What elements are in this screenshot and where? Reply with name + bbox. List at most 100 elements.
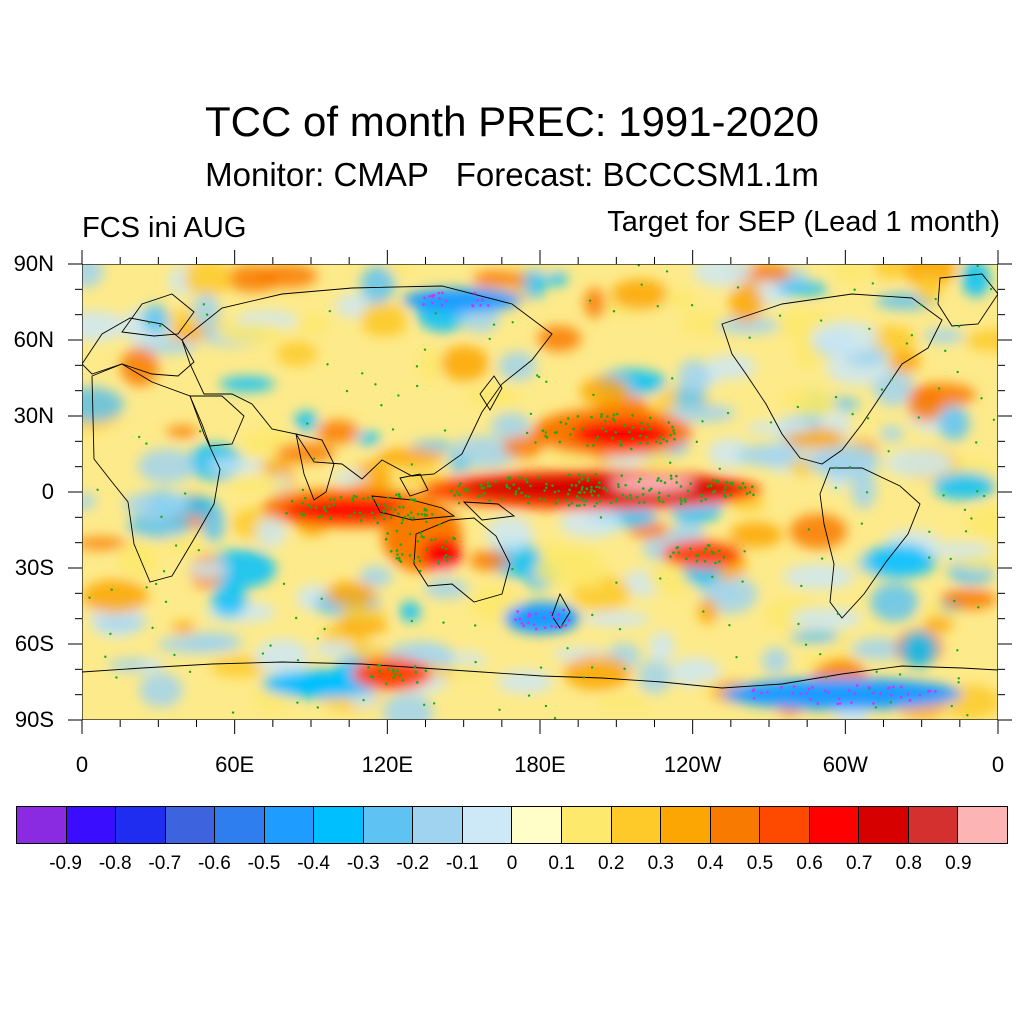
field-blob (210, 655, 270, 678)
significance-dot (728, 482, 732, 485)
significance-dot (891, 685, 895, 689)
significance-dot (555, 430, 559, 434)
significance-dot (582, 676, 586, 679)
significance-dot (488, 337, 491, 341)
significance-dot (398, 495, 402, 499)
significance-dot (378, 670, 382, 673)
colorbar-label: -0.6 (198, 853, 231, 874)
significance-dot (672, 551, 675, 554)
significance-dot (332, 498, 336, 501)
significance-dot (748, 490, 752, 494)
significance-dot (300, 512, 303, 516)
field-blob (865, 543, 937, 578)
colorbar-swatch (562, 807, 612, 843)
significance-dot (838, 702, 842, 705)
significance-dot (888, 686, 891, 689)
significance-dot (558, 440, 562, 444)
field-blob (736, 444, 803, 467)
significance-dot (425, 548, 428, 552)
significance-dot (623, 667, 626, 670)
field-blob (722, 678, 962, 710)
y-tick-label: 90S (14, 707, 54, 732)
significance-dot (648, 416, 652, 420)
significance-dot (115, 676, 118, 679)
significance-dot (590, 488, 593, 492)
x-tick-label: 120W (663, 752, 722, 777)
significance-dot (602, 486, 606, 490)
significance-dot (162, 570, 166, 573)
significance-dots (88, 264, 996, 720)
significance-dot (578, 480, 581, 484)
field-blob (716, 317, 781, 335)
significance-dot (323, 508, 326, 511)
field-blob (325, 581, 377, 607)
colorbar (16, 806, 1008, 844)
significance-dot (545, 380, 548, 384)
significance-dot (617, 482, 620, 486)
chart-title: TCC of month PREC: 1991-2020 (205, 98, 819, 145)
significance-dot (518, 476, 522, 480)
significance-dot (401, 518, 405, 522)
map-svg (82, 264, 998, 720)
significance-dot (953, 599, 956, 603)
colorbar-label: 0.1 (548, 853, 575, 874)
x-tick-label: 60W (822, 752, 868, 777)
field-blob (276, 341, 318, 367)
significance-dot (672, 429, 675, 432)
colorbar-label: 0.5 (746, 853, 774, 874)
significance-dot (567, 503, 571, 507)
significance-dot (173, 653, 176, 657)
significance-dot (441, 291, 444, 295)
significance-dot (598, 481, 601, 485)
significance-dot (621, 493, 625, 497)
field-blob (448, 456, 470, 473)
field-blob (294, 410, 318, 432)
field-blob (649, 631, 675, 662)
significance-dot (595, 501, 599, 505)
significance-dot (440, 303, 444, 307)
field-blob (571, 550, 607, 588)
significance-dot (520, 622, 524, 625)
field-blob (472, 269, 528, 289)
significance-dot (441, 545, 444, 549)
y-tick-label: 0 (41, 479, 54, 504)
significance-dot (457, 484, 461, 488)
significance-dot (183, 492, 187, 495)
significance-dot (352, 494, 356, 498)
significance-dot (148, 321, 151, 324)
field-blob (82, 493, 97, 510)
field-blob (94, 617, 148, 631)
field-blob (537, 325, 582, 352)
significance-dot (581, 427, 584, 431)
coast-india (295, 433, 335, 501)
significance-dot (188, 670, 192, 674)
field-blob (776, 281, 829, 296)
field-blob (502, 433, 544, 459)
significance-dot (853, 692, 857, 696)
significance-dot (351, 497, 354, 500)
significance-dot (359, 519, 363, 522)
colorbar-swatch (958, 807, 1007, 843)
significance-dot (539, 666, 543, 669)
significance-dot (309, 505, 313, 509)
significance-dot (545, 486, 548, 489)
colorbar-swatch (462, 807, 513, 843)
significance-dot (396, 553, 399, 556)
significance-dot (415, 681, 419, 684)
significance-dot (543, 626, 547, 629)
significance-dot (505, 483, 508, 487)
field-blob (867, 325, 916, 354)
significance-dot (362, 497, 365, 501)
significance-dot (956, 649, 959, 652)
colorbar-swatch (512, 807, 563, 843)
field-blob (254, 638, 310, 675)
significance-dot (645, 435, 648, 439)
significance-dot (438, 523, 442, 526)
field-blob (792, 398, 840, 418)
colorbar-swatch (710, 807, 761, 843)
significance-dot (401, 553, 404, 556)
significance-dot (458, 493, 461, 497)
significance-dot (386, 668, 390, 671)
x-tick-label: 0 (75, 752, 89, 777)
significance-dot (197, 548, 200, 552)
